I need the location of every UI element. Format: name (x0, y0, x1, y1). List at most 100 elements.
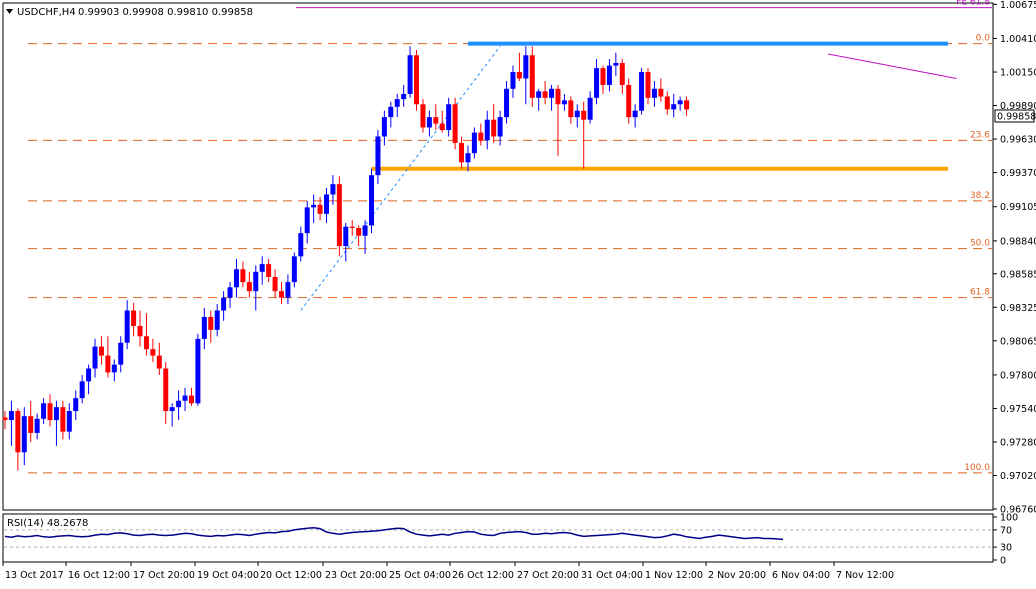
candle-body (549, 88, 555, 98)
candlestick-series (2, 46, 690, 471)
candle-body (272, 276, 278, 292)
indicator-title: RSI(14) 48.2678 (7, 518, 88, 529)
candle-body (227, 287, 233, 298)
candle-body (15, 411, 21, 453)
fib-drawing-line (300, 45, 501, 311)
candle-body (92, 346, 98, 369)
time-tick-label: 23 Oct 20:00 (325, 570, 387, 581)
time-axis: 13 Oct 2017 16 Oct 12:00 17 Oct 20:00 19 Oc… (2, 562, 894, 581)
candle-body (156, 355, 162, 369)
candle-body (208, 316, 214, 330)
price-axis: 1.00675 1.00410 1.00150 0.99890 0.99630 0.993… (993, 0, 1036, 516)
time-tick-label: 25 Oct 04:00 (389, 570, 451, 581)
candle-body (28, 416, 34, 433)
candle-body (446, 104, 452, 131)
candle-body (176, 400, 182, 408)
candle-body (542, 91, 548, 98)
candle-body (651, 88, 657, 98)
candle-body (613, 63, 619, 66)
candle-body (47, 403, 53, 421)
candle-body (278, 291, 284, 298)
candle-body (8, 411, 14, 421)
price-tick-label: 0.98065 (1000, 336, 1036, 347)
candle-body (639, 72, 645, 111)
candle-body (201, 316, 207, 339)
candle-body (478, 132, 484, 141)
candle-body (645, 72, 651, 98)
candle-body (626, 84, 632, 118)
candle-body (471, 132, 477, 154)
candle-body (79, 381, 85, 399)
candle-body (555, 88, 561, 105)
candle-body (285, 282, 291, 298)
time-tick-label: 1 Nov 12:00 (645, 570, 703, 581)
candle-body (304, 207, 310, 234)
rsi-tick-label: 30 (1000, 543, 1012, 554)
descending-trendline (827, 53, 957, 79)
candle-body (317, 204, 323, 214)
fe-level-label: FE 61.8 (956, 0, 990, 8)
candle-body (452, 104, 458, 143)
current-price-box (994, 109, 1035, 123)
candle-body (504, 88, 510, 118)
candle-body (214, 310, 220, 330)
candle-body (182, 395, 188, 401)
time-tick-label: 27 Oct 20:00 (517, 570, 579, 581)
candle-body (529, 55, 535, 98)
time-tick-label: 2 Nov 20:00 (708, 570, 766, 581)
candle-body (41, 403, 47, 419)
price-tick-label: 0.97280 (1000, 437, 1036, 448)
candle-body (600, 68, 606, 85)
candle-body (195, 338, 201, 404)
candle-body (98, 346, 104, 356)
candle-body (362, 225, 368, 236)
candle-body (516, 72, 522, 79)
time-tick-label: 13 Oct 2017 (5, 570, 64, 581)
candle-body (253, 271, 259, 292)
candle-body (21, 416, 27, 453)
candle-body (581, 110, 587, 120)
candle-body (369, 175, 375, 226)
price-tick-label: 0.99630 (1000, 135, 1036, 146)
fib-level-label: 50.0 (970, 239, 990, 249)
candle-body (523, 55, 529, 79)
chart-title: USDCHF,H4 0.99903 0.99908 0.99810 0.9985… (6, 7, 253, 18)
candle-body (356, 227, 362, 236)
fib-level-label: 61.8 (970, 288, 990, 298)
candle-body (510, 72, 516, 89)
candle-body (240, 269, 246, 283)
time-tick-label: 7 Nov 12:00 (836, 570, 894, 581)
candle-body (330, 184, 336, 195)
candle-body (105, 355, 111, 373)
price-tick-label: 0.97800 (1000, 370, 1036, 381)
candle-body (233, 269, 239, 288)
time-tick-label: 26 Oct 12:00 (452, 570, 514, 581)
candle-body (388, 106, 394, 118)
price-tick-label: 1.00150 (1000, 68, 1036, 79)
candle-body (375, 136, 381, 176)
current-price-marker: 0.99858 (994, 109, 1036, 123)
candle-body (131, 310, 137, 326)
candle-body (143, 336, 149, 350)
candle-body (60, 407, 66, 432)
price-tick-label: 0.98840 (1000, 236, 1036, 247)
time-tick-label: 20 Oct 12:00 (260, 570, 322, 581)
time-tick-label: 17 Oct 20:00 (133, 570, 195, 581)
candle-body (124, 310, 130, 343)
candle-body (484, 119, 490, 141)
time-tick-label: 31 Oct 04:00 (581, 570, 643, 581)
candle-body (497, 117, 503, 137)
candle-body (568, 100, 574, 118)
candle-body (414, 55, 420, 105)
price-tick-label: 0.99890 (1000, 101, 1036, 112)
candle-body (291, 256, 297, 283)
price-tick-label: 0.97540 (1000, 404, 1036, 415)
candle-body (587, 97, 593, 120)
collapse-triangle-icon[interactable] (6, 9, 13, 14)
candle-body (266, 264, 272, 277)
candle-body (150, 349, 156, 356)
candle-body (86, 368, 92, 382)
